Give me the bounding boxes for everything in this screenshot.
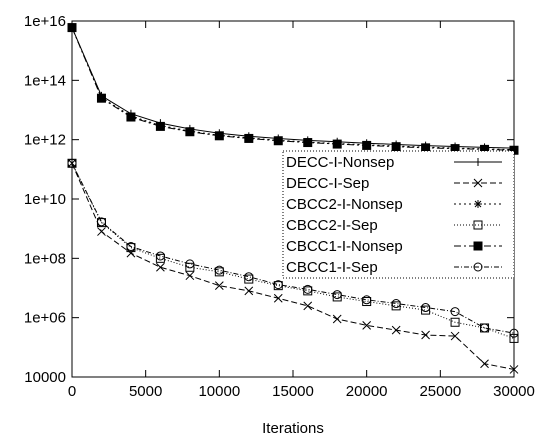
point-marker xyxy=(155,121,165,131)
point-marker xyxy=(421,303,431,313)
series-line xyxy=(71,163,515,339)
point-marker xyxy=(362,295,372,305)
series-line xyxy=(71,27,515,151)
point-marker xyxy=(96,217,106,227)
x-axis-title: Iterations xyxy=(262,420,324,437)
point-marker xyxy=(185,127,195,137)
legend-label: CBCC2-I-Nonsep xyxy=(286,196,403,213)
point-marker xyxy=(303,284,313,294)
series-layer xyxy=(67,23,519,374)
point-marker xyxy=(391,325,401,335)
point-marker xyxy=(155,251,165,261)
legend-label: CBCC2-I-Sep xyxy=(286,217,378,234)
series-decc-i-nonsep xyxy=(68,23,518,153)
series-decc-i-sep xyxy=(67,158,519,374)
point-marker xyxy=(67,23,77,33)
point-marker xyxy=(214,281,224,291)
legend-label: CBCC1-I-Nonsep xyxy=(286,238,403,255)
point-marker xyxy=(480,323,490,333)
point-marker xyxy=(155,253,165,263)
point-marker xyxy=(474,158,482,166)
series-line xyxy=(71,163,515,370)
series-line xyxy=(71,27,515,149)
legend-label: CBCC1-I-Sep xyxy=(286,259,378,276)
point-marker xyxy=(362,297,372,307)
point-marker xyxy=(244,274,254,284)
y-tick-label: 10000 xyxy=(24,369,66,386)
point-marker xyxy=(473,220,483,230)
point-marker xyxy=(450,317,460,327)
point-marker xyxy=(214,265,224,275)
point-marker xyxy=(391,142,401,152)
axes-layer: 0 5000 10000 15000 20000 25000 30000 10000 1e+06… xyxy=(24,13,535,400)
point-marker xyxy=(473,262,483,272)
point-marker xyxy=(450,307,460,317)
point-marker xyxy=(126,112,136,122)
point-marker xyxy=(332,139,342,149)
legend: DECC-I-Nonsep DECC-I-Sep CBCC2-I-Nonsep CBC… xyxy=(282,150,515,279)
y-tick-label: 1e+06 xyxy=(24,310,66,327)
y-tick-label: 1e+14 xyxy=(24,72,66,89)
x-tick-label: 20000 xyxy=(346,383,388,400)
y-tick-label: 1e+08 xyxy=(24,250,66,267)
point-marker xyxy=(474,200,482,208)
point-marker xyxy=(332,290,342,300)
series-cbcc1-i-nonsep xyxy=(67,23,519,155)
point-marker xyxy=(480,359,489,369)
point-marker xyxy=(391,301,401,311)
series-line xyxy=(71,163,515,334)
x-tick-label: 10000 xyxy=(198,383,240,400)
point-marker xyxy=(273,293,283,303)
point-marker xyxy=(509,333,519,343)
point-marker xyxy=(244,286,254,296)
point-marker xyxy=(244,272,254,282)
point-marker xyxy=(509,365,519,374)
point-marker xyxy=(303,301,313,311)
point-marker xyxy=(244,133,254,143)
point-marker xyxy=(97,227,106,236)
point-marker xyxy=(362,321,372,330)
point-marker xyxy=(214,131,224,141)
x-tick-label: 5000 xyxy=(129,383,162,400)
point-marker xyxy=(421,305,431,315)
legend-box xyxy=(282,150,515,279)
x-tick-label: 15000 xyxy=(272,383,314,400)
point-marker xyxy=(156,262,165,272)
x-tick-label: 25000 xyxy=(419,383,461,400)
point-marker xyxy=(185,271,195,281)
point-marker xyxy=(332,314,342,324)
series-cbcc1-i-sep xyxy=(67,158,519,338)
point-marker xyxy=(185,262,195,272)
y-tick-label: 1e+10 xyxy=(24,191,66,208)
point-marker xyxy=(473,178,483,188)
point-marker xyxy=(391,299,401,309)
legend-label: DECC-I-Nonsep xyxy=(286,154,394,171)
series-line xyxy=(71,27,515,151)
point-marker xyxy=(421,330,430,340)
point-marker xyxy=(67,158,77,168)
point-marker xyxy=(473,241,483,251)
x-tick-label: 0 xyxy=(68,383,76,400)
point-marker xyxy=(185,259,195,269)
point-marker xyxy=(126,248,136,258)
point-marker xyxy=(126,242,136,252)
point-marker xyxy=(273,280,283,290)
legend-label: DECC-I-Sep xyxy=(286,175,369,192)
y-tick-label: 1e+12 xyxy=(24,132,66,149)
point-marker xyxy=(273,136,283,146)
point-marker xyxy=(96,93,106,103)
x-tick-label: 30000 xyxy=(493,383,535,400)
y-tick-label: 1e+16 xyxy=(24,13,66,30)
point-marker xyxy=(362,140,372,150)
point-marker xyxy=(303,138,313,148)
point-marker xyxy=(450,331,460,341)
point-marker xyxy=(332,292,342,302)
point-marker xyxy=(421,143,431,153)
point-marker xyxy=(509,328,519,338)
series-cbcc2-i-nonsep xyxy=(68,23,518,154)
